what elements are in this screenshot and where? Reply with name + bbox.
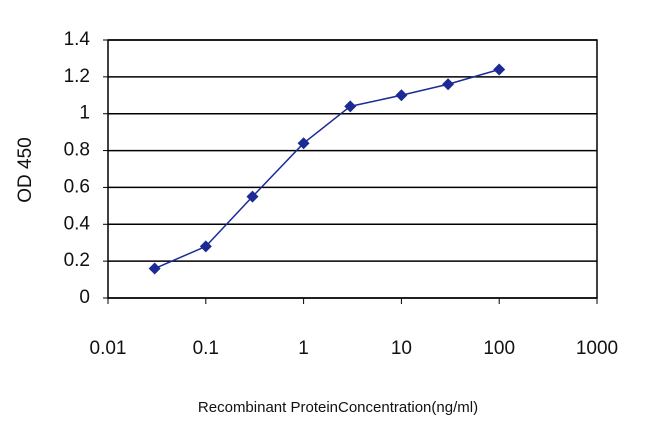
x-tick-label: 0.1 [193,338,219,359]
y-tick-label: 0.2 [64,250,90,271]
y-tick-label: 0.8 [64,140,90,161]
marker [344,100,357,113]
y-tick-label: 1.2 [64,66,90,87]
y-tick-label: 1 [79,103,90,124]
marker [395,89,408,102]
x-tick-label: 10 [391,338,412,359]
x-tick-label: 100 [483,338,515,359]
marker [199,240,212,253]
marker [148,262,161,275]
plot-area [107,39,598,299]
marker [246,190,259,203]
x-tick-label: 1000 [576,338,618,359]
y-tick-label: 0 [79,287,90,308]
line [154,68,500,270]
y-tick-label: 0.4 [64,213,91,234]
marker [493,63,506,76]
marker [297,137,310,150]
x-tick-label: 0.01 [90,338,127,359]
x-axis-label: Recombinant ProteinConcentration(ng/ml) [198,399,478,416]
marker [442,78,455,91]
y-tick-label: 1.4 [64,29,91,50]
y-axis-label: OD 450 [15,137,36,202]
y-tick-label: 0.6 [64,176,90,197]
x-tick-label: 1 [298,338,309,359]
